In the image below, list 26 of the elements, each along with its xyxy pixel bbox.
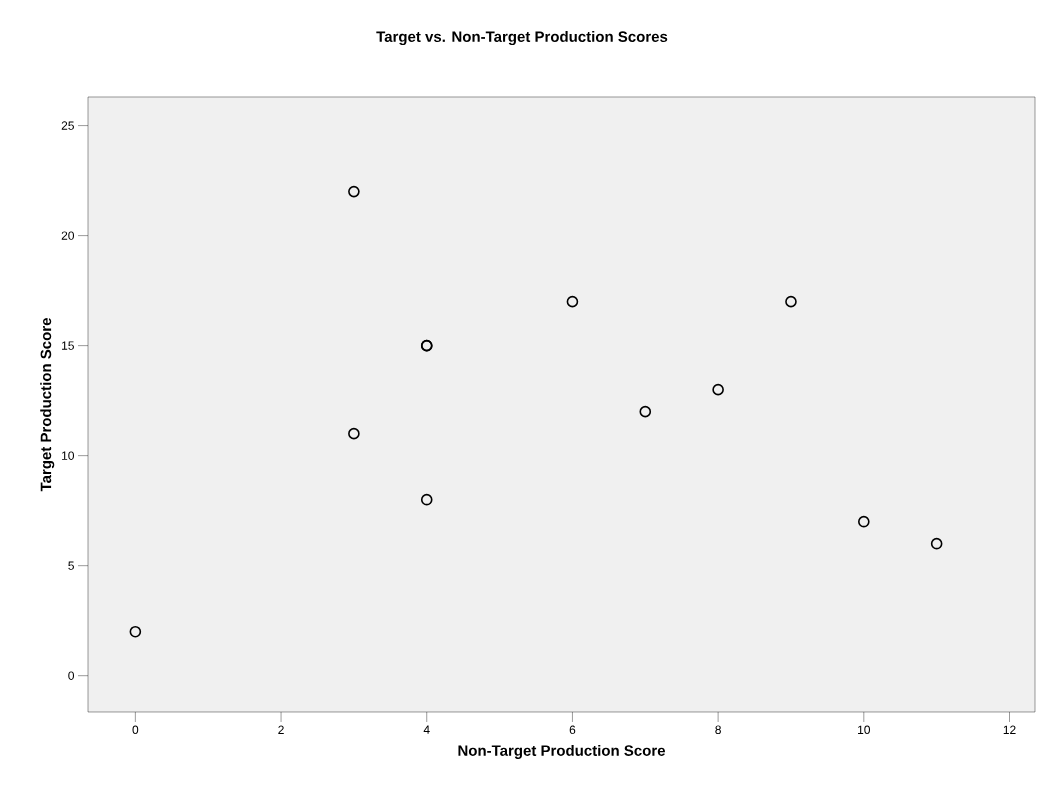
- y-tick-label: 5: [68, 561, 74, 570]
- x-tick-label: 2: [278, 725, 284, 734]
- point: [420, 493, 433, 506]
- y-tick-label: 15: [62, 341, 74, 350]
- x-tick-label: 4: [423, 725, 430, 734]
- x-tick-label: 6: [569, 725, 576, 735]
- point: [348, 427, 360, 440]
- point: [858, 515, 870, 528]
- chart-title: Target vs. Non-Target Production Scores: [376, 30, 668, 46]
- point: [639, 405, 652, 418]
- x-tick-label: 12: [1003, 725, 1016, 734]
- point: [785, 295, 797, 308]
- y-tick-label: 0: [68, 671, 75, 680]
- x-tick-label: 8: [715, 725, 721, 735]
- x-axis-title: Non-Target Production Score: [458, 744, 666, 759]
- y-tick-label: 25: [61, 121, 74, 130]
- y-axis-title: Target Production Score: [40, 318, 55, 492]
- point: [129, 625, 142, 638]
- point: [566, 295, 579, 308]
- y-tick-label: 20: [61, 231, 75, 240]
- point: [348, 185, 360, 198]
- x-tick-label: 0: [132, 725, 139, 735]
- point: [712, 383, 724, 396]
- y-tick-label: 10: [62, 451, 75, 460]
- point: [930, 537, 943, 550]
- x-tick-label: 10: [858, 725, 871, 735]
